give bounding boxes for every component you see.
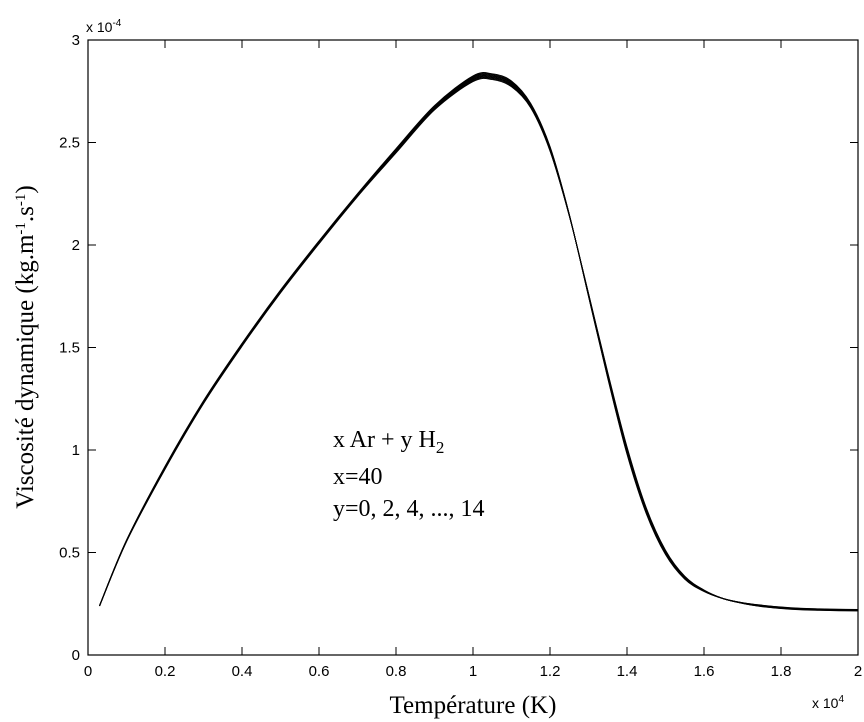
y-tick-label: 3 <box>72 32 80 49</box>
y-tick-label: 1.5 <box>59 340 80 357</box>
y-tick-label: 2.5 <box>59 135 80 152</box>
series-line-0 <box>99 72 859 610</box>
x-tick-label: 0 <box>84 663 92 680</box>
y-multiplier-base: x 10 <box>86 19 113 35</box>
series-line-4 <box>99 75 859 611</box>
x-tick-label: 1.2 <box>540 663 561 680</box>
y-tick-label: 0 <box>72 647 80 664</box>
plot-frame <box>87 39 859 656</box>
x-tick-label: 2 <box>854 663 862 680</box>
y-axis-title-main: Viscosité dynamique (kg.m <box>12 234 39 509</box>
y-axis-title-sup1: -1 <box>13 222 29 235</box>
series-line-1 <box>99 72 859 611</box>
x-axis-title: Température (K) <box>390 692 557 719</box>
series-line-3 <box>99 74 859 611</box>
x-tick-label: 0.8 <box>386 663 407 680</box>
x-tick-label: 1.8 <box>771 663 792 680</box>
curve-group <box>99 72 859 612</box>
y-multiplier: x 10-4 <box>86 18 122 35</box>
x-axis-ticks: 0 0.2 0.4 0.6 0.8 1 1.2 1.4 1.6 1.8 2 <box>84 40 862 680</box>
y-tick-label: 1 <box>72 442 80 459</box>
x-tick-label: 0.2 <box>155 663 176 680</box>
x-tick-label: 0.6 <box>309 663 330 680</box>
series-line-6 <box>99 77 859 612</box>
y-axis-ticks: 0 0.5 1 1.5 2 2.5 3 <box>59 32 858 664</box>
y-tick-label: 0.5 <box>59 545 80 562</box>
y-tick-label: 2 <box>72 237 80 254</box>
x-tick-label: 1.6 <box>694 663 715 680</box>
annotation-line3: y=0, 2, 4, ..., 14 <box>333 496 485 522</box>
series-line-5 <box>99 76 859 612</box>
series-line-7 <box>99 77 859 612</box>
y-axis-title-end: ) <box>12 185 39 193</box>
x-tick-label: 0.4 <box>232 663 253 680</box>
x-multiplier-exp: 4 <box>838 694 844 705</box>
x-multiplier: x 104 <box>812 694 844 711</box>
x-tick-label: 1 <box>469 663 477 680</box>
y-multiplier-exp: -4 <box>112 18 121 29</box>
annotation-line1-sub: 2 <box>436 438 445 457</box>
series-line-2 <box>99 73 859 611</box>
x-tick-label: 1.4 <box>617 663 638 680</box>
y-axis-title-sup2: -1 <box>13 194 29 207</box>
y-axis-title-mid: .s <box>12 206 39 222</box>
y-axis-title: Viscosité dynamique (kg.m-1.s-1) <box>12 185 39 508</box>
annotation-line1-main: x Ar + y H <box>333 427 436 453</box>
annotation-line2: x=40 <box>333 464 383 490</box>
annotation-line1: x Ar + y H2 <box>333 427 444 457</box>
x-multiplier-base: x 10 <box>812 695 839 711</box>
